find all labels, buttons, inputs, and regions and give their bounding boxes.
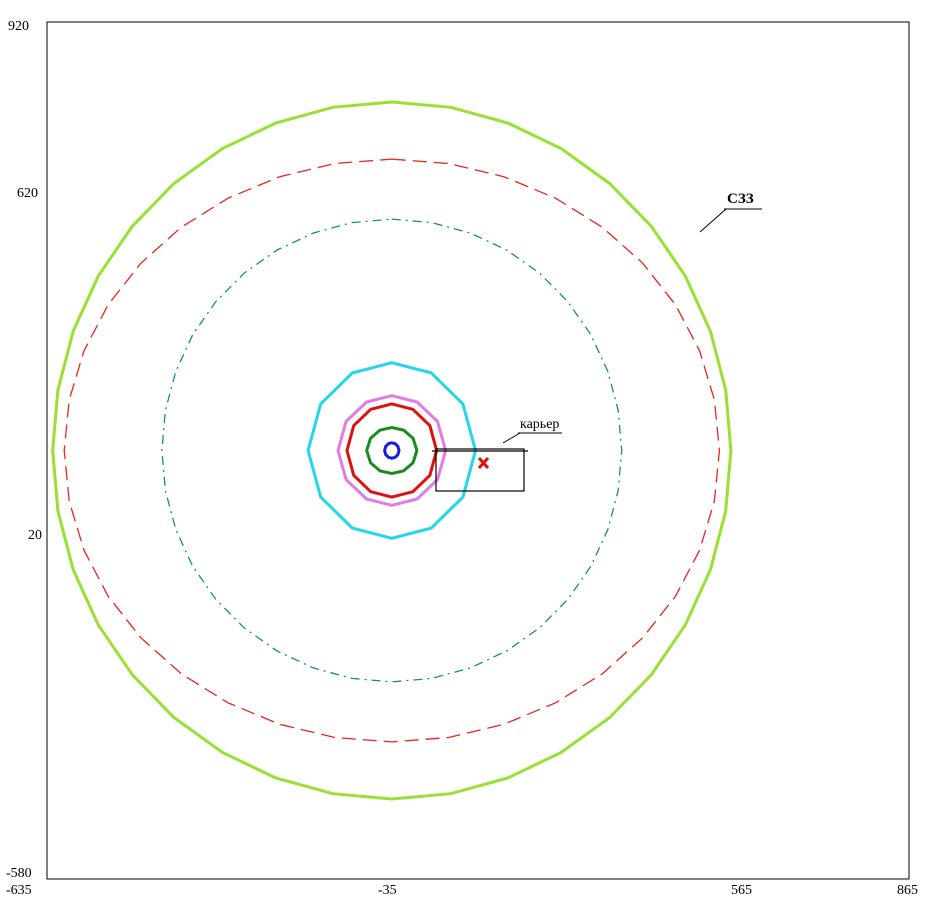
contour-line (306, 361, 478, 540)
contour-line (63, 158, 721, 743)
contour-line (51, 100, 733, 801)
quarry-label: карьер (520, 417, 559, 432)
y-tick-label: 620 (17, 186, 38, 201)
contour-line (383, 441, 401, 460)
x-tick-label: -35 (378, 883, 397, 898)
contour-line (345, 402, 439, 499)
y-tick-label: 920 (8, 19, 29, 34)
max-concentration-marker (477, 456, 490, 470)
x-tick-label: 865 (897, 883, 918, 898)
x-tick-label: -635 (6, 883, 32, 898)
szz-label: СЗЗ (727, 191, 754, 207)
contour-group (51, 100, 733, 801)
source-polygon (432, 448, 528, 492)
quarry-label-leader (502, 432, 521, 444)
y-tick-label: 20 (28, 528, 42, 543)
y-tick-label: -580 (6, 866, 32, 881)
contour-line (336, 394, 448, 507)
szz-label-leader (699, 208, 727, 233)
contour-line (365, 425, 419, 476)
quarry-outline (435, 448, 525, 492)
x-tick-label: 565 (731, 883, 752, 898)
